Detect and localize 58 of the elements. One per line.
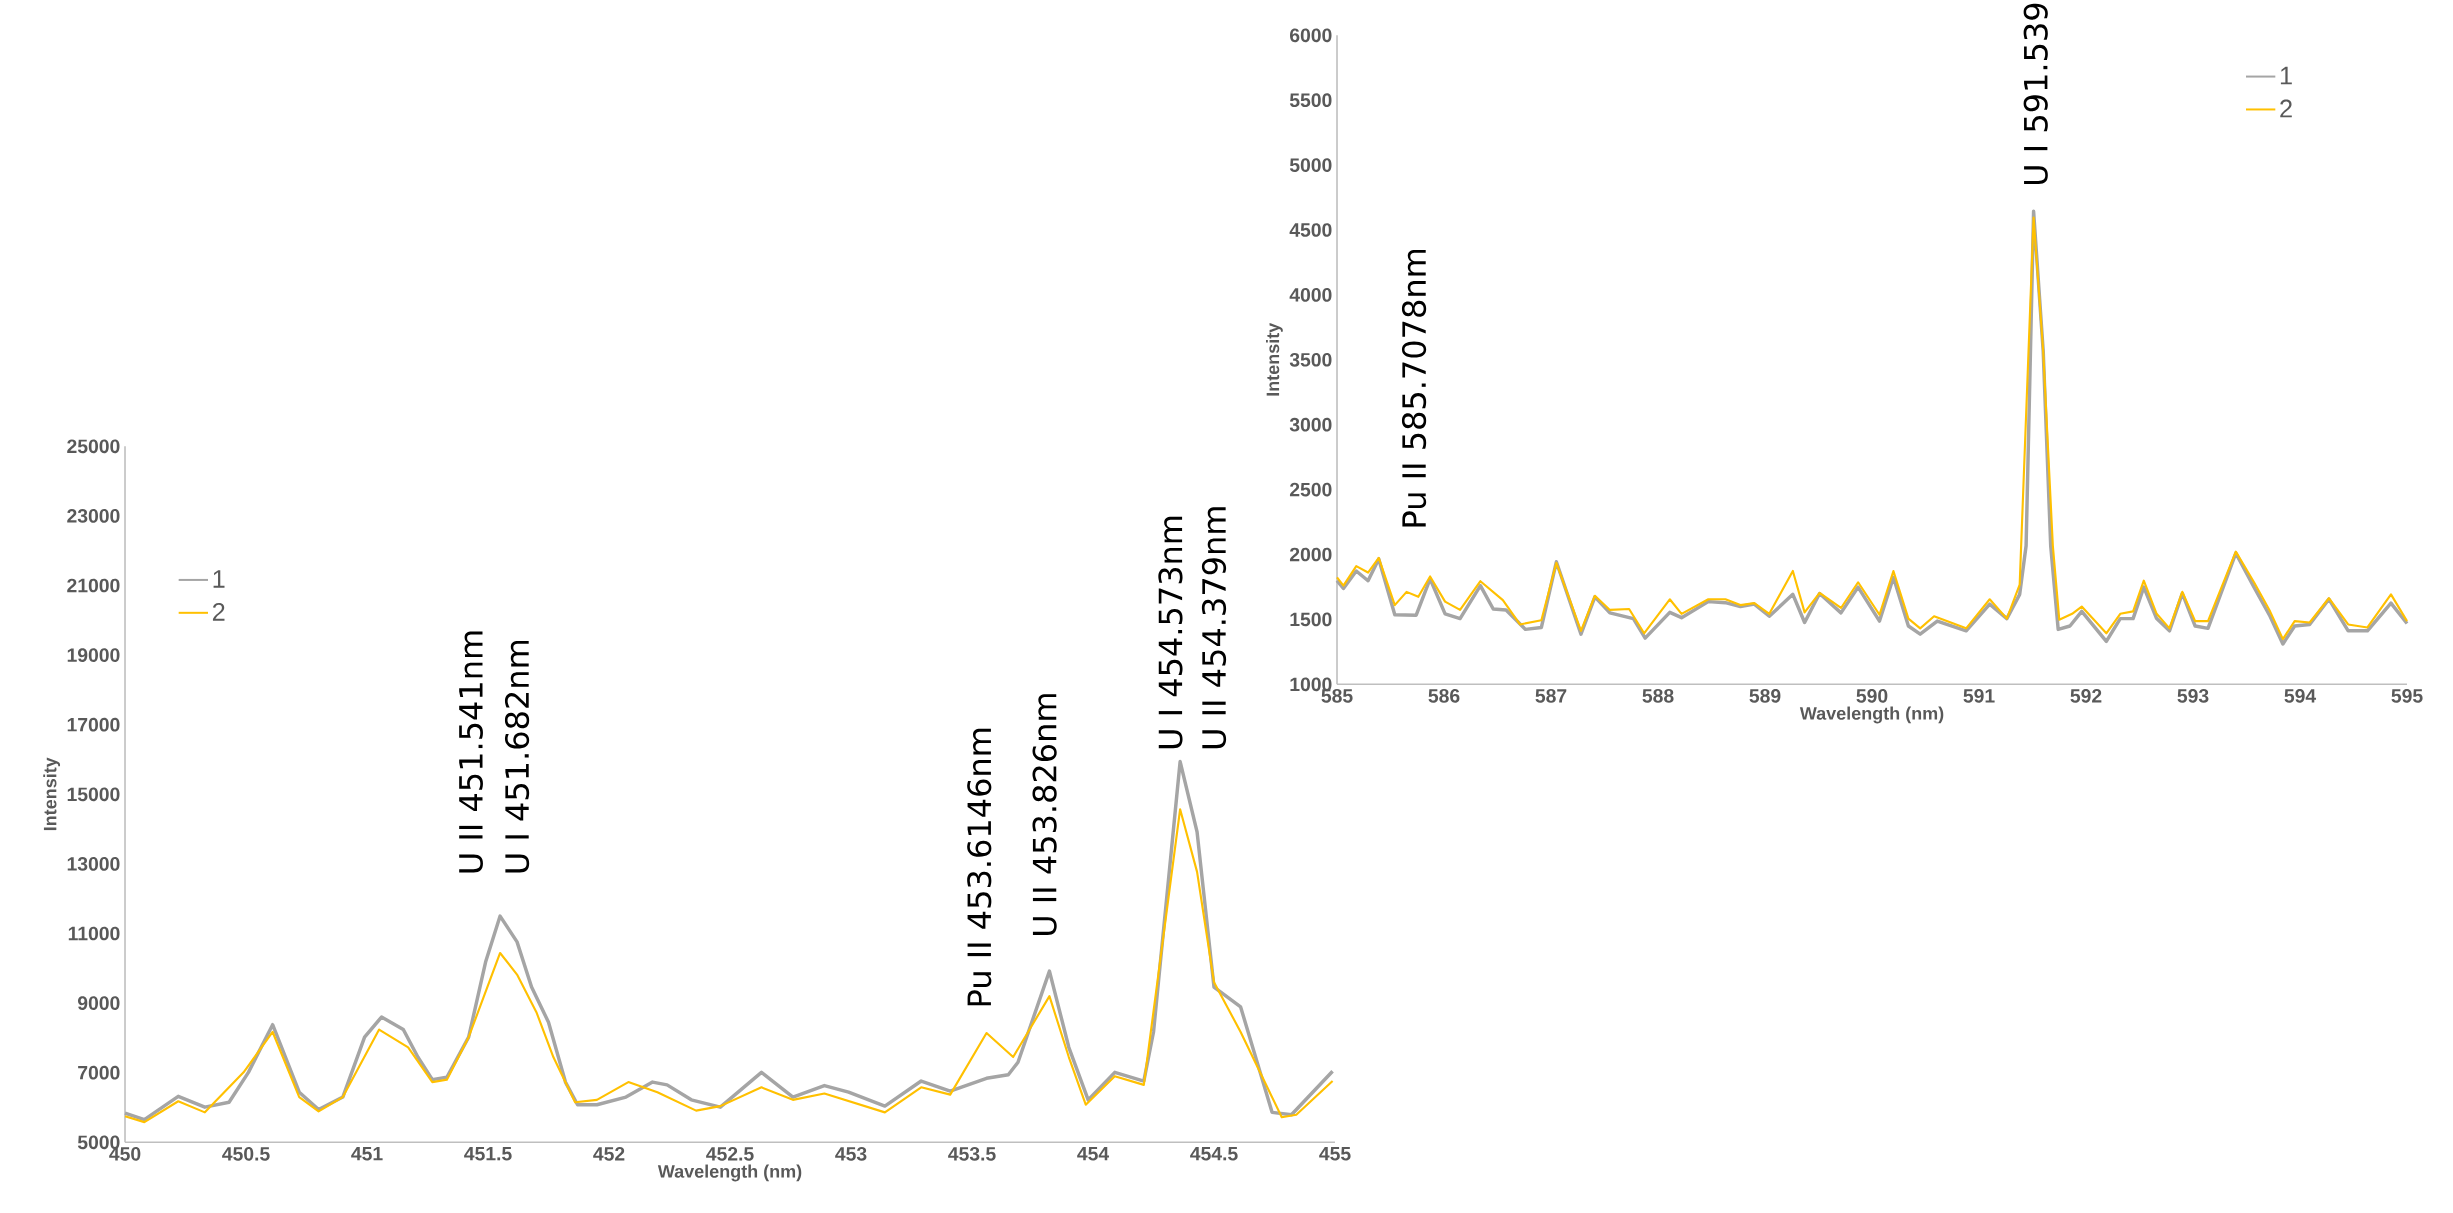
- y-tick-label: 17000: [67, 717, 120, 732]
- y-tick-label: 2500: [1289, 482, 1332, 497]
- x-tick-label: 586: [1428, 688, 1460, 703]
- x-tick-label: 590: [1856, 688, 1888, 703]
- x-axis-title: Wavelength (nm): [1799, 706, 1944, 724]
- x-tick-label: 587: [1535, 688, 1567, 703]
- annotation: Pu II 453.6146nm: [967, 728, 992, 1006]
- annotation: U II 451.541nm: [459, 631, 483, 873]
- annotation: Pu II 585.7078nm: [1401, 249, 1427, 527]
- legend-label: 2: [212, 602, 225, 621]
- x-tick-label: 592: [2070, 688, 2102, 703]
- x-tick-label: 454.5: [1190, 1146, 1238, 1161]
- annotation: U I 451.682nm: [504, 640, 530, 873]
- legend-label: 2: [2280, 99, 2292, 118]
- y-tick-label: 15000: [67, 787, 120, 801]
- x-tick-label: 453: [835, 1146, 867, 1161]
- y-tick-label: 4000: [1289, 287, 1332, 302]
- x-tick-label: 588: [1642, 688, 1674, 703]
- y-tick-label: 6000: [1290, 28, 1332, 42]
- x-tick-label: 452: [593, 1146, 625, 1161]
- x-tick-label: 453.5: [948, 1146, 996, 1161]
- x-tick-label: 451.5: [464, 1146, 512, 1161]
- legend-label: 1: [213, 570, 225, 588]
- y-tick-label: 7000: [78, 1065, 120, 1080]
- x-tick-label: 593: [2177, 688, 2209, 703]
- x-tick-label: 454: [1077, 1146, 1110, 1161]
- x-tick-label: 450.5: [222, 1146, 270, 1161]
- y-tick-label: 25000: [67, 439, 120, 453]
- x-tick-label: 451: [351, 1146, 383, 1161]
- annotation: U I 454.573nm: [1158, 516, 1183, 749]
- y-tick-label: 13000: [67, 856, 120, 871]
- x-tick-label: 595: [2391, 688, 2423, 703]
- y-tick-label: 5000: [1289, 158, 1332, 172]
- x-tick-label: 594: [2284, 688, 2317, 703]
- y-axis-title: Intensity: [1266, 322, 1283, 396]
- y-tick-label: 2000: [1289, 547, 1332, 562]
- y-tick-label: 3000: [1289, 417, 1332, 432]
- y-axis-title: Intensity: [43, 757, 61, 830]
- x-tick-label: 452.5: [706, 1146, 754, 1161]
- y-tick-label: 5000: [77, 1135, 120, 1149]
- x-tick-label: 455: [1319, 1146, 1351, 1161]
- y-tick-label: 11000: [68, 926, 120, 941]
- annotation: U II 454.379nm: [1201, 507, 1227, 749]
- y-tick-label: 3500: [1289, 352, 1332, 367]
- x-axis-title: Wavelength (nm): [657, 1164, 802, 1182]
- y-tick-label: 1000: [1290, 677, 1332, 691]
- legend-label: 1: [2280, 66, 2292, 85]
- y-tick-label: 1500: [1290, 612, 1332, 627]
- y-tick-label: 9000: [77, 996, 120, 1010]
- annotation: U I 591.539: [2023, 3, 2048, 184]
- x-tick-label: 589: [1749, 688, 1781, 703]
- y-tick-label: 19000: [67, 648, 120, 662]
- y-tick-label: 5500: [1289, 93, 1332, 107]
- y-tick-label: 23000: [67, 508, 120, 523]
- y-tick-label: 21000: [67, 578, 120, 593]
- x-tick-label: 591: [1963, 688, 1995, 703]
- annotation: U II 453.826nm: [1032, 694, 1057, 935]
- y-tick-label: 4500: [1289, 223, 1332, 237]
